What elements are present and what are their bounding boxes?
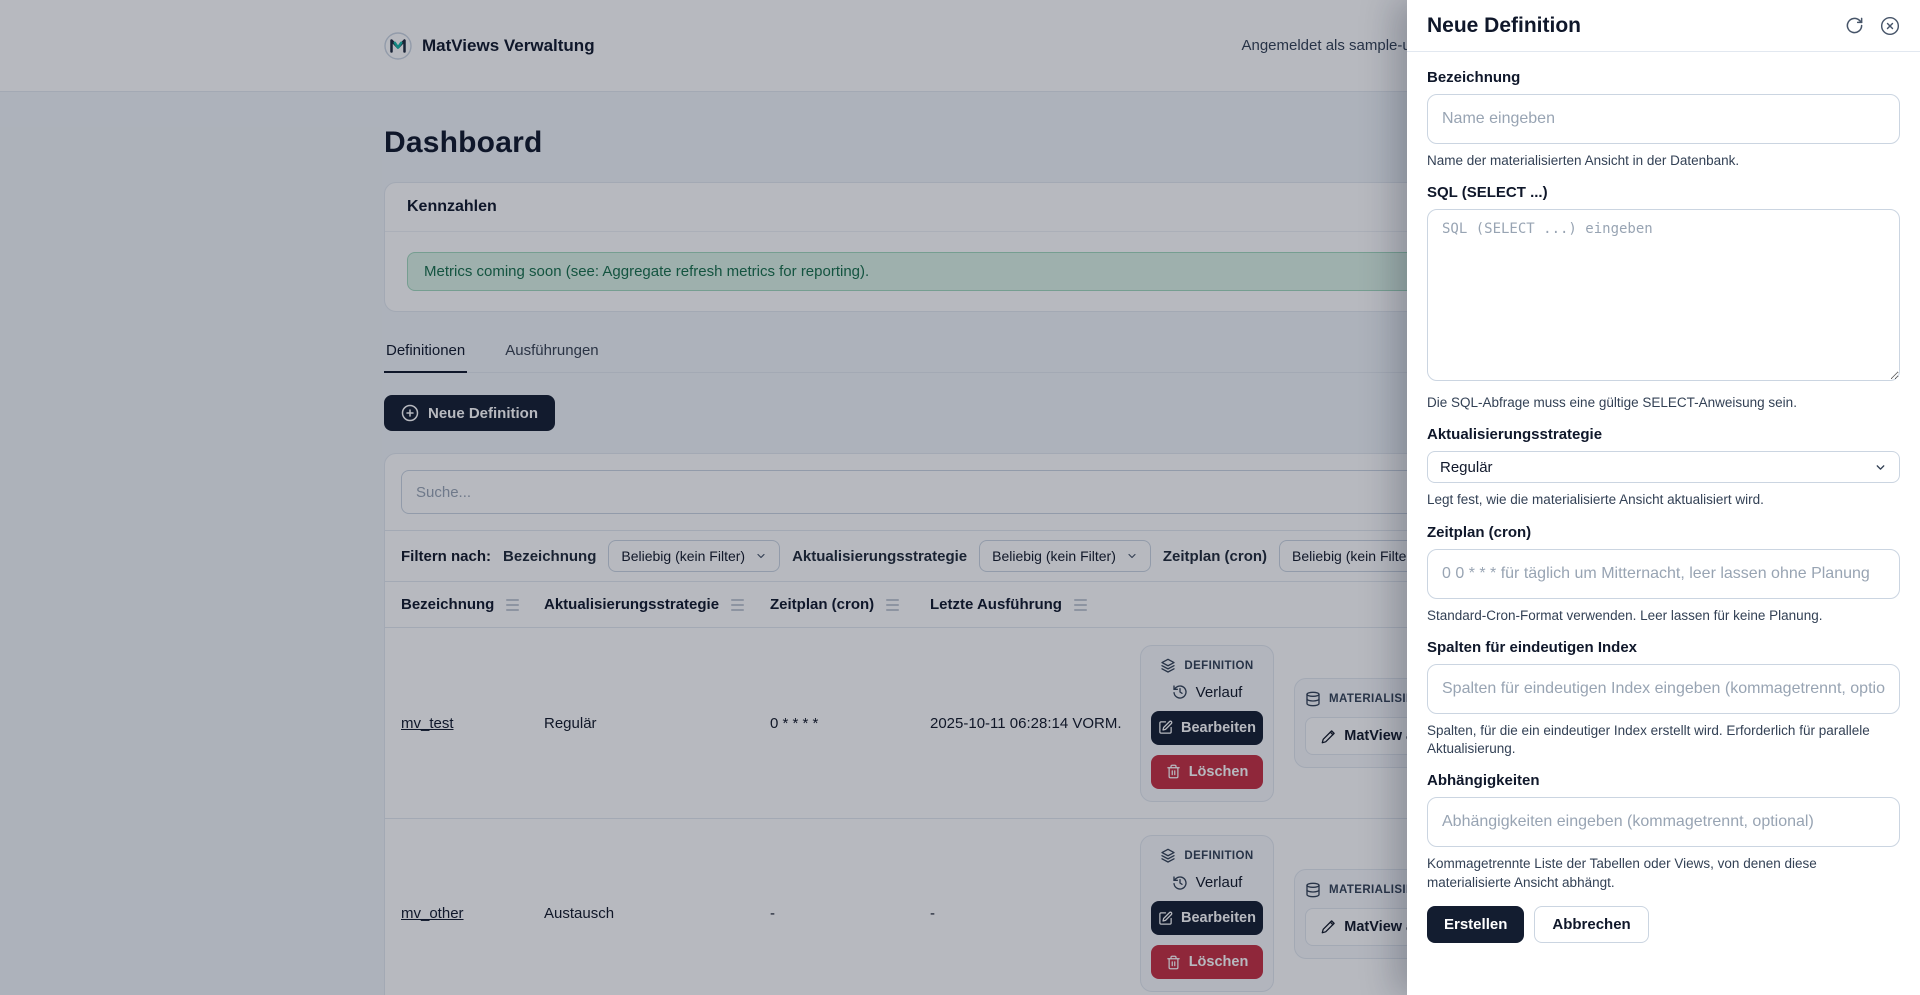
chevron-down-icon	[1126, 550, 1138, 562]
cron-value: -	[770, 905, 775, 922]
layers-icon	[1160, 848, 1176, 864]
column-menu-icon[interactable]	[729, 597, 746, 613]
definition-actions-card: DEFINITION Verlauf	[1140, 644, 1274, 802]
cancel-button[interactable]: Abbrechen	[1534, 905, 1649, 943]
refresh-icon[interactable]	[1845, 16, 1864, 35]
pencil-icon	[1321, 729, 1336, 744]
history-link[interactable]: Verlauf	[1172, 874, 1242, 891]
brand: MatViews Verwaltung	[384, 31, 595, 60]
layers-icon	[1160, 658, 1176, 674]
column-header: Letzte Ausführung	[930, 596, 1062, 613]
strategy-value: Regulär	[544, 714, 597, 732]
database-icon	[1305, 882, 1321, 898]
history-link[interactable]: Verlauf	[1172, 684, 1242, 701]
definition-name-link[interactable]: mv_other	[401, 905, 464, 922]
column-menu-icon[interactable]	[504, 597, 521, 613]
unique-index-field-label: Spalten für eindeutigen Index	[1427, 638, 1638, 656]
search-input[interactable]	[401, 470, 1519, 514]
app-title: MatViews Verwaltung	[422, 35, 595, 55]
edit-icon	[1158, 911, 1173, 926]
filter-bar-label: Filtern nach:	[401, 547, 492, 565]
cron-field-help: Standard-Cron-Format verwenden. Leer las…	[1427, 607, 1823, 623]
trash-icon	[1166, 764, 1181, 779]
metrics-card: Kennzahlen Metrics coming soon (see: Agg…	[384, 182, 1536, 312]
name-field-help: Name der materialisierten Ansicht in der…	[1427, 153, 1740, 168]
history-icon	[1172, 875, 1188, 891]
strategy-field-label: Aktualisierungsstrategie	[1427, 426, 1603, 444]
strategy-select[interactable]: Regulär	[1427, 451, 1900, 484]
strategy-value: Austausch	[544, 905, 615, 922]
column-header: Zeitplan (cron)	[770, 596, 875, 613]
new-definition-panel: Neue Definition Bezeichnung Name der mat…	[1407, 0, 1920, 995]
cron-value: 0 * * * *	[770, 714, 819, 732]
metrics-card-title: Kennzahlen	[385, 183, 1535, 232]
create-button[interactable]: Erstellen	[1427, 905, 1525, 943]
name-field[interactable]	[1427, 94, 1900, 144]
filter-name-zeitplan: Zeitplan (cron)	[1162, 547, 1268, 565]
dependencies-field-help: Kommagetrennte Liste der Tabellen oder V…	[1427, 856, 1817, 890]
tabs: Definitionen Ausführungen	[384, 342, 1536, 373]
last-run-value: -	[930, 905, 935, 922]
column-header: Bezeichnung	[401, 596, 495, 613]
filter-name-strategie: Aktualisierungsstrategie	[792, 547, 968, 565]
chevron-down-icon	[1874, 461, 1887, 474]
table-header-row: Bezeichnung Aktualisierungsstrategie Zei…	[385, 582, 1535, 628]
edit-button[interactable]: Bearbeiten	[1151, 901, 1263, 935]
sql-field[interactable]	[1427, 209, 1900, 382]
delete-button[interactable]: Löschen	[1151, 754, 1263, 789]
definition-actions-card: DEFINITION Verlauf	[1140, 835, 1274, 992]
dependencies-field[interactable]	[1427, 797, 1900, 848]
column-menu-icon[interactable]	[1072, 597, 1089, 613]
cron-field-label: Zeitplan (cron)	[1427, 523, 1532, 541]
history-icon	[1172, 684, 1188, 700]
new-definition-button[interactable]: Neue Definition	[384, 395, 556, 431]
filter-select-strategie[interactable]: Beliebig (kein Filter)	[979, 540, 1151, 572]
chevron-down-icon	[755, 550, 767, 562]
strategy-field-help: Legt fest, wie die materialisierte Ansic…	[1427, 492, 1764, 508]
page-title: Dashboard	[384, 126, 543, 159]
panel-title: Neue Definition	[1427, 13, 1582, 37]
name-field-label: Bezeichnung	[1427, 69, 1521, 86]
delete-button[interactable]: Löschen	[1151, 945, 1263, 979]
tab-definitionen[interactable]: Definitionen	[384, 342, 468, 373]
app-logo-icon	[384, 31, 412, 60]
definition-name-link[interactable]: mv_test	[401, 714, 454, 732]
pencil-icon	[1321, 919, 1336, 934]
cron-field[interactable]	[1427, 548, 1900, 599]
edit-button[interactable]: Bearbeiten	[1151, 710, 1263, 745]
filter-name-bezeichnung: Bezeichnung	[503, 547, 597, 565]
column-header: Aktualisierungsstrategie	[544, 596, 720, 613]
tab-ausfuehrungen[interactable]: Ausführungen	[505, 342, 599, 359]
edit-icon	[1158, 720, 1173, 735]
unique-index-field-help: Spalten, für die ein eindeutiger Index e…	[1427, 722, 1870, 757]
last-run-value: 2025-10-11 06:28:14 VORM.	[930, 714, 1122, 732]
plus-circle-icon	[401, 404, 419, 422]
filter-select-bezeichnung[interactable]: Beliebig (kein Filter)	[608, 540, 781, 572]
sql-field-help: Die SQL-Abfrage muss eine gültige SELECT…	[1427, 395, 1797, 411]
unique-index-field[interactable]	[1427, 663, 1900, 714]
dependencies-field-label: Abhängigkeiten	[1427, 772, 1540, 790]
database-icon	[1305, 691, 1321, 707]
close-icon[interactable]	[1880, 16, 1900, 36]
column-menu-icon[interactable]	[884, 597, 901, 613]
trash-icon	[1166, 955, 1181, 970]
sql-field-label: SQL (SELECT ...)	[1427, 184, 1548, 202]
